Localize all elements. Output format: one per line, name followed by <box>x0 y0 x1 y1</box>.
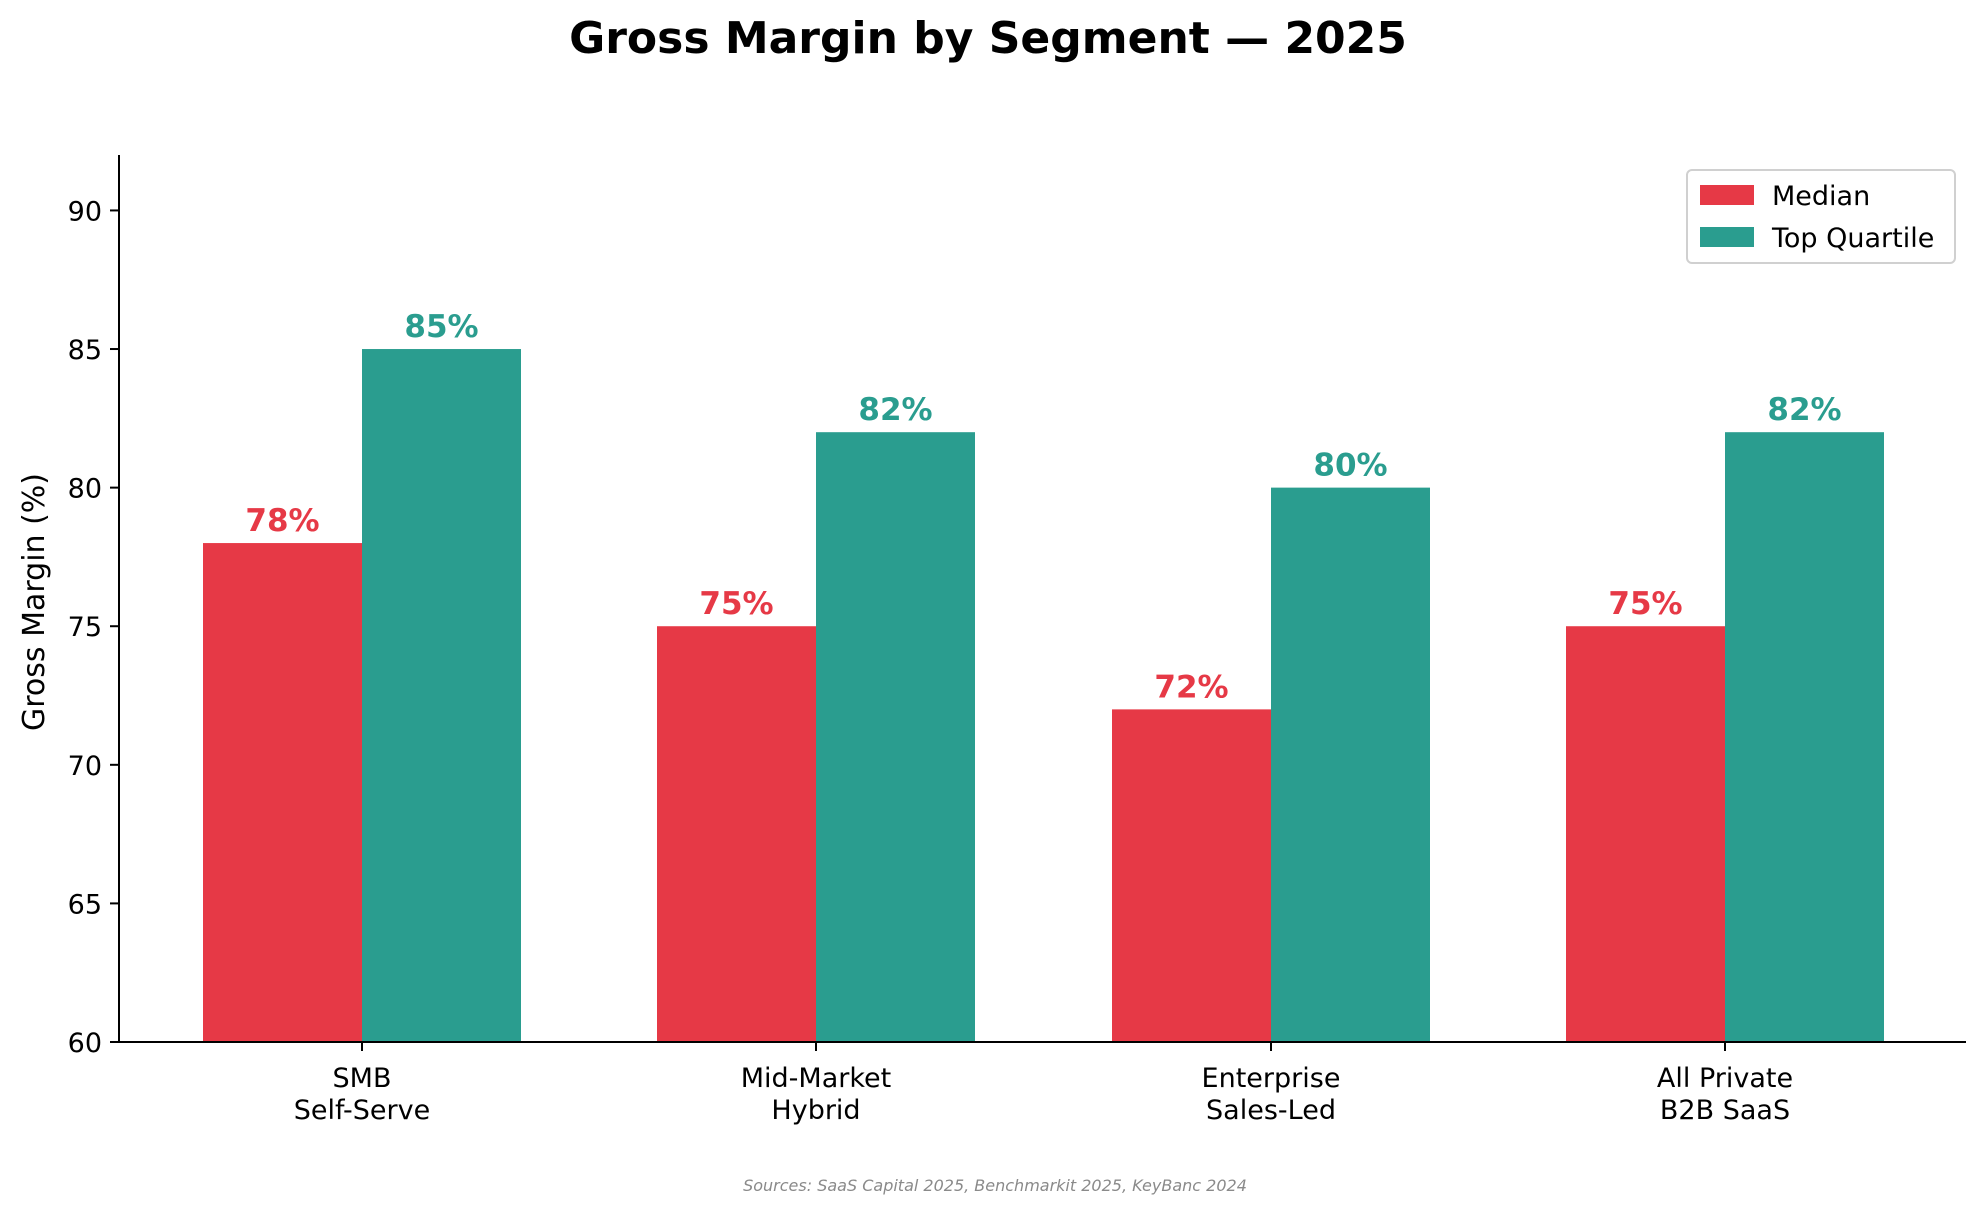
bar-median-4 <box>1566 626 1725 1042</box>
bar-median-1 <box>203 543 362 1042</box>
x-tick-label: Mid-Market <box>741 1063 892 1094</box>
y-tick-label: 65 <box>68 889 102 920</box>
data-label-top-quartile-2: 82% <box>858 392 932 428</box>
bar-top-quartile-4 <box>1725 432 1884 1042</box>
data-label-top-quartile-3: 80% <box>1313 448 1387 484</box>
x-tick-label: SMB <box>333 1063 392 1094</box>
x-tick-label: Enterprise <box>1202 1063 1341 1094</box>
legend-swatch-top-quartile <box>1700 227 1754 247</box>
x-tick-label: Hybrid <box>771 1095 860 1126</box>
bar-top-quartile-1 <box>362 349 521 1042</box>
x-tick-label: Sales-Led <box>1206 1095 1336 1126</box>
y-tick-label: 60 <box>68 1028 102 1059</box>
bar-top-quartile-3 <box>1271 487 1430 1042</box>
legend-label-median: Median <box>1772 181 1870 212</box>
y-tick-label: 85 <box>68 335 102 366</box>
plot-area: 78% 75% 72% 75% 85% 82% 80% 82% 60 65 70 75 80 85 90 SM… <box>68 155 1966 1126</box>
x-tick-label: B2B SaaS <box>1660 1095 1790 1126</box>
data-label-top-quartile-1: 85% <box>404 309 478 345</box>
y-tick-label: 90 <box>68 196 102 227</box>
x-tick-label: Self-Serve <box>294 1095 430 1126</box>
y-tick-label: 80 <box>68 474 102 505</box>
data-label-top-quartile-4: 82% <box>1767 392 1841 428</box>
data-label-median-2: 75% <box>699 586 773 622</box>
data-label-median-1: 78% <box>245 503 319 539</box>
legend-swatch-median <box>1700 185 1754 205</box>
source-note: Sources: SaaS Capital 2025, Benchmarkit … <box>743 1176 1247 1195</box>
chart-title: Gross Margin by Segment — 2025 <box>569 13 1407 64</box>
legend: Median Top Quartile <box>1686 169 1956 264</box>
y-tick-label: 70 <box>68 751 102 782</box>
legend-label-top-quartile: Top Quartile <box>1771 223 1934 254</box>
data-label-median-4: 75% <box>1608 586 1682 622</box>
bar-median-3 <box>1112 709 1271 1042</box>
bar-top-quartile-2 <box>816 432 975 1042</box>
bar-median-2 <box>657 626 816 1042</box>
data-label-median-3: 72% <box>1154 669 1228 705</box>
x-tick-label: All Private <box>1657 1063 1793 1094</box>
y-axis-label: Gross Margin (%) <box>17 473 52 731</box>
y-tick-label: 75 <box>68 612 102 643</box>
